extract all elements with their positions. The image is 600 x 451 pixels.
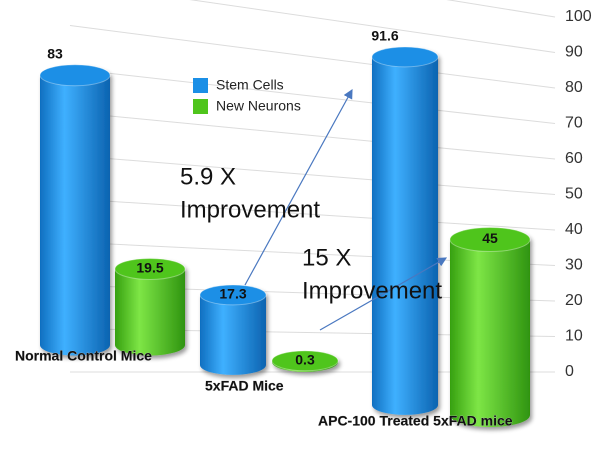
bar-body: [372, 56, 438, 406]
data-label: 19.5: [136, 260, 163, 276]
data-label: 83: [47, 45, 63, 61]
legend-label: New Neurons: [216, 98, 301, 114]
y-tick-label: 90: [565, 44, 583, 61]
legend-swatch: [193, 99, 208, 114]
y-tick-label: 40: [565, 221, 583, 238]
bar-top: [271, 350, 339, 372]
data-label: 91.6: [371, 28, 398, 44]
grid-line: [69, 25, 556, 89]
bar-top: [449, 227, 531, 252]
bar-top: [39, 64, 111, 87]
y-tick-label: 80: [565, 79, 583, 96]
y-tick-label: 0: [565, 363, 574, 380]
grid: 0 10 20 30 40 50 60 70 80 90 100: [69, 0, 592, 380]
x-tick-label: 5xFAD Mice: [205, 378, 284, 394]
y-tick-label: 10: [565, 328, 583, 345]
x-tick-label: Normal Control Mice: [15, 348, 152, 364]
grid-line: [189, 0, 556, 53]
bar: [199, 284, 267, 375]
bar-top: [371, 46, 439, 68]
bars: [39, 46, 531, 427]
legend-label: Stem Cells: [216, 77, 284, 93]
grid-line: [69, 111, 556, 160]
arrow: [319, 257, 448, 331]
foreground: 83 17.3 91.6 19.5 0.3 45 Normal Control Mice 5x…: [15, 28, 513, 429]
annotation: 15 X: [302, 244, 351, 271]
bar-body: [200, 294, 266, 365]
grid-line: [69, 154, 556, 195]
annotation: 5.9 X: [180, 163, 236, 190]
bar: [39, 64, 111, 356]
annotation: Improvement: [180, 196, 320, 223]
bar-body: [450, 239, 530, 415]
y-tick-label: 20: [565, 292, 583, 309]
data-label: 0.3: [295, 352, 315, 368]
grid-line: [446, 0, 556, 18]
data-label: 45: [482, 230, 498, 246]
arrow: [244, 88, 353, 286]
grid-line: [69, 198, 556, 231]
bar-body: [115, 268, 185, 345]
bar: [449, 227, 531, 427]
data-label: 17.3: [219, 286, 246, 302]
y-tick-label: 100: [565, 8, 592, 25]
legend-swatch: [193, 78, 208, 93]
y-tick-label: 50: [565, 186, 583, 203]
bar-top: [114, 257, 186, 280]
y-tick-label: 70: [565, 115, 583, 132]
bar-top: [199, 284, 267, 306]
bar-body: [40, 75, 110, 345]
bar: [271, 350, 339, 372]
y-tick-label: 60: [565, 150, 583, 167]
grid-line: [69, 68, 556, 124]
bar: [371, 46, 439, 415]
y-tick-label: 30: [565, 257, 583, 274]
bar: [114, 257, 186, 356]
annotation: Improvement: [302, 277, 442, 304]
x-tick-label: APC-100 Treated 5xFAD mice: [318, 413, 513, 429]
